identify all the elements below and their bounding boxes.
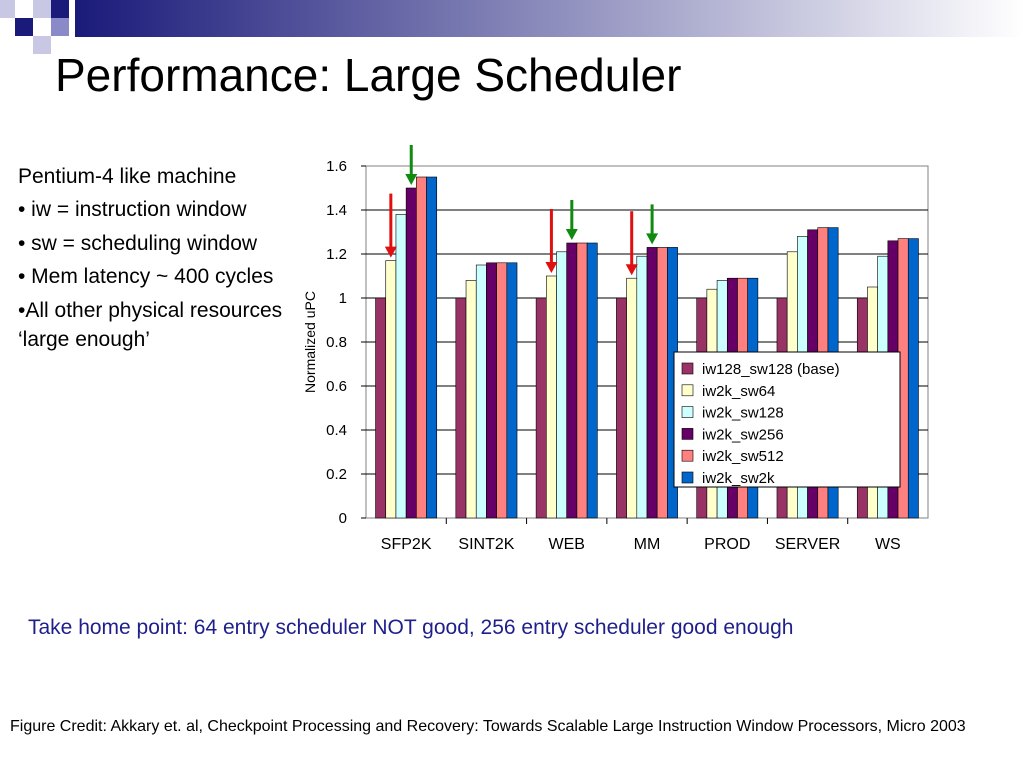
bar bbox=[506, 262, 518, 519]
bullet-item: •All other physical resources ‘large eno… bbox=[18, 298, 283, 351]
slide-title: Performance: Large Scheduler bbox=[55, 49, 682, 101]
x-tick-label: SERVER bbox=[775, 536, 841, 553]
bar bbox=[475, 264, 487, 519]
bar bbox=[616, 297, 627, 519]
annotation-arrowhead bbox=[565, 229, 578, 240]
header-decoration bbox=[0, 0, 1024, 54]
bar bbox=[566, 242, 578, 519]
legend-entry: iw2k_sw256 bbox=[702, 426, 784, 443]
bullet-item: Pentium-4 like machine bbox=[18, 165, 237, 188]
annotation-arrowhead bbox=[384, 246, 397, 258]
legend-box bbox=[673, 351, 901, 488]
legend-swatch bbox=[681, 384, 694, 397]
bullet-item: • Mem latency ~ 400 cycles bbox=[18, 265, 274, 289]
bar bbox=[907, 238, 919, 519]
legend-swatch bbox=[681, 449, 694, 462]
y-tick-label: 1.6 bbox=[326, 158, 347, 175]
bar bbox=[405, 187, 417, 519]
y-axis-label: Normalized uPC bbox=[302, 291, 318, 393]
bar bbox=[416, 176, 427, 519]
x-tick-label: MM bbox=[634, 536, 661, 553]
y-tick-label: 0.4 bbox=[326, 422, 347, 439]
y-tick-label: 1 bbox=[339, 290, 347, 307]
bar bbox=[426, 176, 438, 519]
bar bbox=[656, 247, 668, 519]
x-tick-label: WEB bbox=[548, 536, 584, 553]
y-tick-label: 0.2 bbox=[326, 466, 347, 483]
x-tick-label: SFP2K bbox=[381, 536, 432, 553]
bullet-list: Pentium-4 like machine • iw = instructio… bbox=[18, 162, 293, 358]
y-tick-label: 1.2 bbox=[326, 246, 347, 263]
bar bbox=[646, 247, 658, 519]
bar bbox=[535, 297, 547, 519]
uPC-bar-chart: 0 0.2 0.4 0.6 0.8 1 1.2 1.4 1.6 Normalized uPC SFP… bbox=[302, 145, 929, 553]
bar bbox=[395, 214, 407, 519]
bar bbox=[465, 280, 477, 519]
header-square-dark bbox=[15, 18, 33, 36]
legend-swatch bbox=[681, 406, 694, 418]
legend-entry: iw2k_sw128 bbox=[702, 405, 784, 422]
take-home-point: Take home point: 64 entry scheduler NOT … bbox=[28, 616, 794, 639]
bar bbox=[636, 255, 648, 519]
figure-credit: Figure Credit: Akkary et. al, Checkpoint… bbox=[10, 718, 966, 735]
header-square-dark bbox=[51, 0, 69, 18]
legend-entry: iw128_sw128 (base) bbox=[702, 361, 840, 378]
bar bbox=[375, 297, 387, 519]
annotation-arrowhead bbox=[545, 262, 558, 273]
bar bbox=[556, 251, 568, 519]
bar bbox=[586, 242, 598, 519]
bar bbox=[385, 260, 397, 519]
legend-swatch bbox=[681, 428, 694, 440]
y-tick-label: 0.6 bbox=[326, 378, 347, 395]
y-tick-label: 0 bbox=[339, 510, 347, 527]
bar bbox=[546, 275, 557, 519]
legend-entry: iw2k_sw2k bbox=[702, 470, 775, 487]
bullet-item: • sw = scheduling window bbox=[18, 231, 258, 255]
header-gradient-bar bbox=[75, 0, 1024, 37]
y-tick-label: 1.4 bbox=[326, 202, 347, 219]
header-square-mid bbox=[33, 0, 51, 18]
y-tick-label: 0.8 bbox=[326, 334, 347, 351]
legend-entry: iw2k_sw512 bbox=[702, 448, 784, 465]
bar bbox=[576, 242, 588, 519]
bar bbox=[455, 297, 467, 519]
x-tick-label: WS bbox=[875, 536, 901, 553]
x-tick-label: SINT2K bbox=[458, 536, 514, 553]
annotation-arrowhead bbox=[625, 264, 638, 276]
legend-entry: iw2k_sw64 bbox=[702, 383, 775, 400]
header-square-mid bbox=[33, 36, 51, 54]
x-tick-label: PROD bbox=[704, 536, 750, 553]
bar bbox=[626, 277, 638, 519]
legend-swatch bbox=[681, 362, 694, 375]
header-square-mid bbox=[0, 0, 15, 18]
annotation-arrowhead bbox=[405, 174, 418, 185]
bar bbox=[496, 262, 508, 519]
header-square-mid bbox=[51, 18, 69, 36]
bar bbox=[486, 262, 497, 519]
bullet-item: • iw = instruction window bbox=[18, 198, 247, 222]
legend-swatch bbox=[681, 471, 694, 484]
annotation-arrowhead bbox=[646, 233, 659, 245]
